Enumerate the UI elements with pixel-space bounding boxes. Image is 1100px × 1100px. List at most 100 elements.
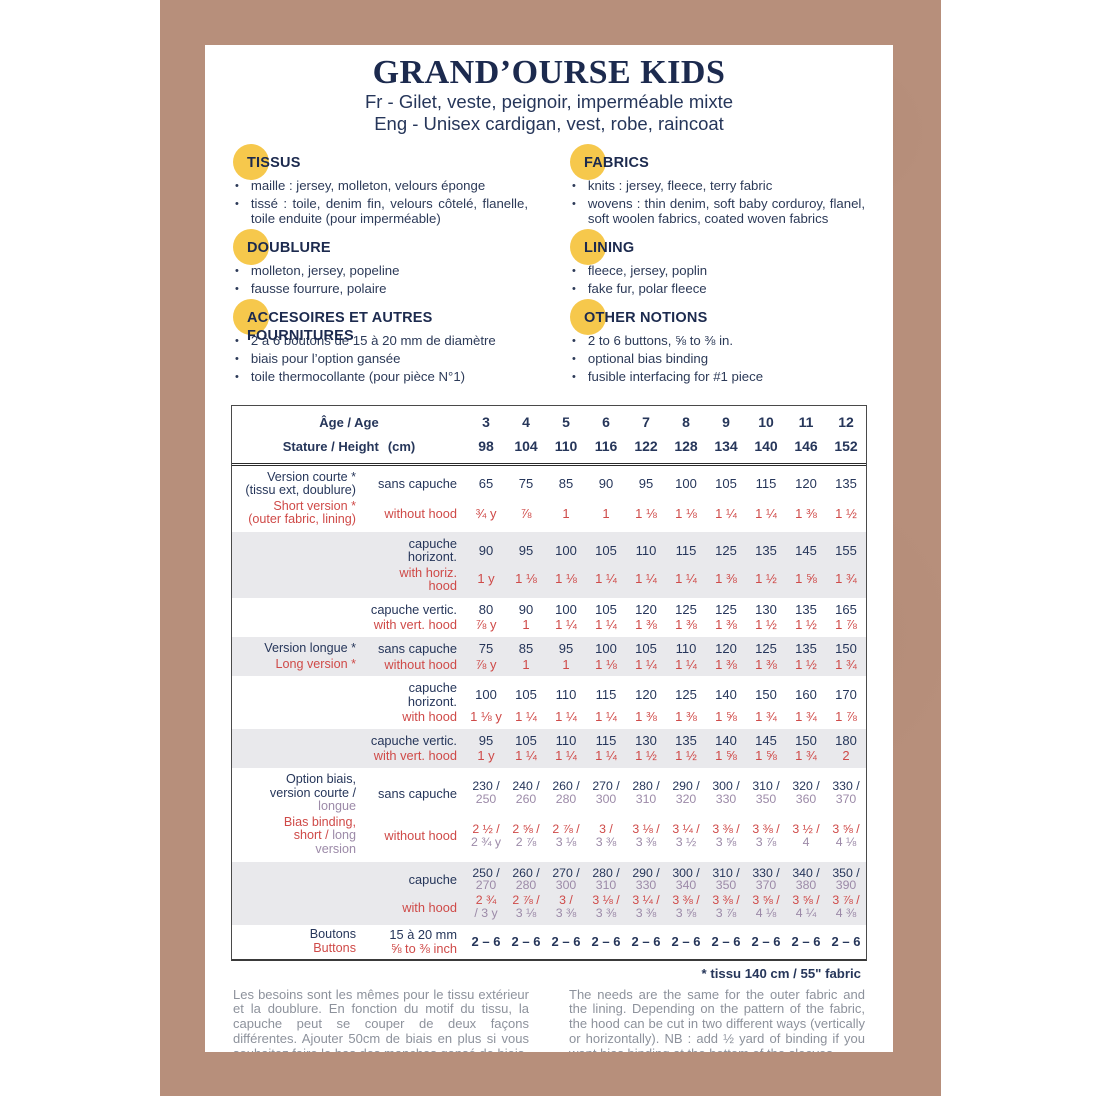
bullet-item: • tissé : toile, denim fin, velours côtel… [235,196,528,227]
value-primary: 1 ¼ [515,709,537,725]
value-secondary: 310 [595,878,617,893]
yellow-dot-icon [233,298,269,335]
table-cell: 1 ½ [666,749,706,763]
value-primary: 1 ⅜ [715,617,737,633]
value-primary: 1 ½ [755,617,777,633]
bullet-item: • wovens : thin denim, soft baby corduroy… [572,196,865,227]
value-primary: 100 [555,601,577,617]
section: TISSUS • maille : jersey, molleton, velour… [233,144,528,227]
table-cell: 320 /360 [786,780,826,806]
value-primary: 1 ¼ [595,617,617,633]
table-cell: 115 [586,734,626,748]
height-value: 98 [478,438,494,455]
table-header: Âge / Age 3 4 5 6 7 8 9 10 11 12 Stature / Height (c… [232,406,866,466]
value-primary: 1 ½ [755,571,777,587]
table-cell: 330 /370 [826,780,866,806]
bullet-item: • 2 à 6 boutons de 15 à 20 mm de diamètre [235,333,528,349]
section-heading: OTHER NOTIONS [570,298,865,335]
table-block: capuche horizont. 90 95 100 105 110 115 125 135 1… [232,531,866,598]
bullet-dot-icon: • [572,352,576,365]
table-row: with hood 1 ⅛ y 1 ¼ 1 ¼ 1 ¼ 1 ⅜ 1 ⅜ 1 ⅝ 1 ¾ 1 ¾ 1 … [232,709,866,726]
table-cell: 105 [586,603,626,617]
table-cell: 3 ⅜ /3 ⅝ [666,894,706,920]
value-secondary: 370 [755,878,777,893]
bullet-text: molleton, jersey, popeline [250,263,400,279]
table-cell: 145 [786,543,826,558]
value-primary: 1 [522,617,530,633]
value-primary: 90 [518,601,534,617]
value-primary: 115 [755,476,777,492]
label-line: Buttons [232,941,356,956]
table-cell: 2 ¾/ 3 y [466,894,506,920]
value-primary: 340 / [792,865,820,880]
table-block: Boutons Buttons 15 à 20 mm ⅝ to ⅜ inch 2 – 6… [232,925,866,959]
table-cell: 1 ½ [626,749,666,763]
value-primary: ⅞ y [475,617,497,633]
value-primary: ⅞ [520,505,532,521]
value-primary: 1 ¼ [675,656,697,672]
value-primary: 150 [795,732,817,748]
value-primary: 110 [555,732,577,748]
height-label-text: Stature / Height [282,438,379,454]
value-secondary: 3 ⅝ [715,835,737,850]
value-primary: 2 ¾ [475,893,497,908]
table-row: with vert. hood ⅞ y 1 1 ¼ 1 ¼ 1 ⅜ 1 ⅜ 1 ⅜ 1 ½ 1 ½… [232,617,866,634]
value-primary: 1 ¼ [635,656,657,672]
table-cell: 1 ½ [786,618,826,632]
table-cell: 1 ⅝ [786,572,826,586]
table-cell: 120 [786,477,826,491]
value-primary: 2 ½ / [472,822,500,837]
table-cell: 2 – 6 [671,934,701,950]
bullet-dot-icon: • [572,265,576,278]
table-cell: 1 ¼ [626,572,666,586]
label-segment: short / [293,828,333,843]
table-cell: 3 ⅞ /4 ⅜ [826,894,866,920]
section-title: OTHER NOTIONS [584,309,708,326]
age-row-label: Âge / Age [319,414,379,430]
table-cell: 75 [506,477,546,491]
bullet-item: • fausse fourrure, polaire [235,281,528,297]
table-cell: 155 [826,542,866,558]
page-title: GRAND’OURSE KIDS [372,54,726,91]
table-cell: 1 [546,506,586,521]
table-cell: 100 [546,543,586,558]
table-cell: 1 ¼ [586,710,626,724]
table-cell: 270 /300 [586,780,626,806]
value-primary: 155 [835,542,857,558]
table-cell: 310 /350 [706,866,746,893]
section: OTHER NOTIONS • 2 to 6 buttons, ⅝ to ⅜ in.… [570,298,865,385]
table-cell: 85 [546,477,586,491]
age-value: 8 [682,414,690,431]
table-cell: 1 ⅜ [626,618,666,632]
value-primary: 1 ⅛ [635,505,657,521]
value-primary: 80 [478,601,494,617]
table-cell: 2 – 6 [631,934,661,950]
table-cell: 95 [626,477,666,491]
value-primary: 85 [518,640,534,656]
bullet-dot-icon: • [572,198,576,211]
value-primary: ¾ y [475,505,497,521]
table-cell: 105 [586,543,626,558]
value-primary: ⅞ y [475,656,497,672]
value-primary: 1 ⅛ [675,505,697,521]
table-cell: 2 ½ /2 ¾ y [466,823,506,849]
value-primary: 1 ⅜ [795,505,817,521]
row-label-en: Short version * (outer fabric, lining) [232,499,360,527]
table-cell: 1 ¼ [626,656,666,672]
table-cell: 3 ¼ /3 ½ [666,823,706,849]
row-sublabel-en: with vert. hood [373,617,457,633]
value-primary: 120 [635,601,657,617]
table-cell: 1 ⅜ [746,657,786,672]
table-cell: 1 ⅛ [626,505,666,521]
value-primary: 1 [522,656,530,672]
value-primary: 1 ¾ [835,571,857,587]
bullet-text: maille : jersey, molleton, velours épong… [250,178,486,194]
table-cell: 1 ⅜ [666,710,706,724]
bullet-dot-icon: • [572,370,576,383]
value-primary: 310 / [752,779,780,794]
value-secondary: 4 ⅛ [835,835,857,850]
value-primary: 120 [635,686,657,702]
section-title: ACCESOIRES ET AUTRES FOURNITURES [247,309,433,344]
value-secondary: 3 ⅜ [635,906,657,921]
